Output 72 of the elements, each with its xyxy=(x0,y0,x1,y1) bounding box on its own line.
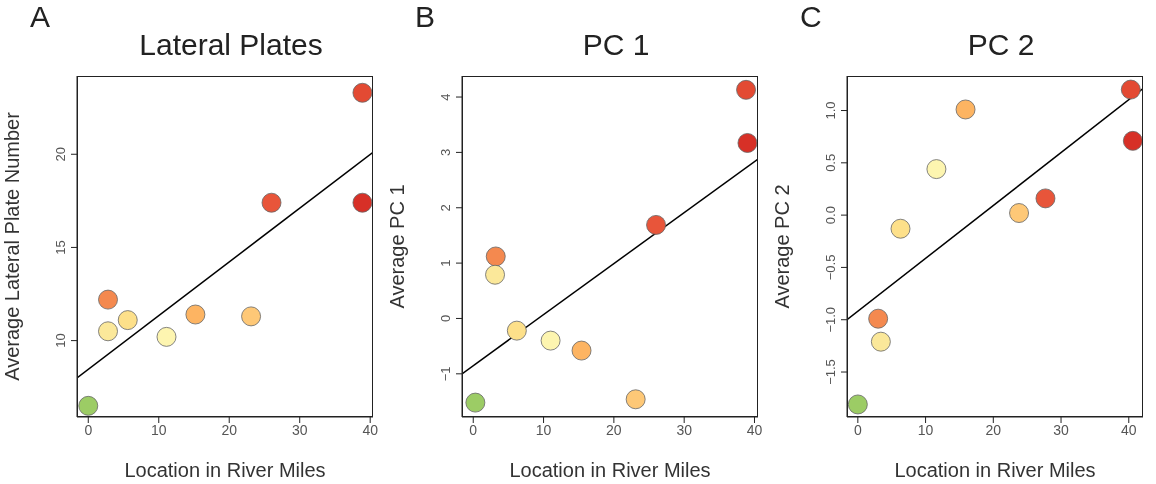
point xyxy=(241,306,261,327)
x-tick-label: 40 xyxy=(746,421,763,438)
y-tick-label: −1.0 xyxy=(823,306,838,333)
y-tick-label: −1.5 xyxy=(823,359,838,385)
point xyxy=(506,320,527,341)
point xyxy=(737,133,758,153)
x-axis-title: Location in River Miles xyxy=(124,459,326,481)
y-axis-title: Average PC 1 xyxy=(386,184,409,309)
x-tick-label: 20 xyxy=(985,421,1002,438)
y-tick-label: −0.5 xyxy=(823,254,838,281)
point xyxy=(98,289,118,310)
y-tick-label: 0.0 xyxy=(823,206,838,225)
point xyxy=(736,79,756,100)
point xyxy=(1035,188,1056,209)
point xyxy=(261,192,282,213)
x-tick-label: 0 xyxy=(853,421,862,438)
x-tick-label: 40 xyxy=(1120,421,1137,438)
point xyxy=(485,246,506,267)
x-tick-label: 10 xyxy=(535,421,552,438)
point xyxy=(955,99,976,120)
chart-title: PC 2 xyxy=(966,28,1036,62)
point xyxy=(98,321,118,342)
y-tick-label: 3 xyxy=(438,148,453,157)
point xyxy=(185,304,206,325)
point xyxy=(1122,130,1143,151)
y-tick-label: 4 xyxy=(438,93,453,101)
y-axis-title: Average PC 2 xyxy=(771,184,794,309)
y-axis-title: Average Lateral Plate Number xyxy=(1,111,24,381)
y-tick-label: −1 xyxy=(438,366,453,382)
y-tick-label: 1.0 xyxy=(823,101,838,120)
x-tick-label: 30 xyxy=(676,421,693,438)
x-tick-label: 10 xyxy=(150,421,167,438)
y-tick-label: 20 xyxy=(53,147,68,162)
y-tick-label: 10 xyxy=(53,333,68,348)
y-tick-label: 0.5 xyxy=(823,153,838,172)
point xyxy=(870,331,891,352)
y-tick-label: 0 xyxy=(438,314,453,323)
text: B xyxy=(415,0,436,33)
point xyxy=(156,326,177,347)
point xyxy=(465,392,486,413)
point xyxy=(646,215,666,235)
y-tick-label: 15 xyxy=(53,240,68,255)
point xyxy=(625,389,646,410)
point xyxy=(485,264,505,285)
chart-title: Lateral Plates xyxy=(138,28,324,62)
x-axis-title: Location in River Miles xyxy=(894,459,1096,481)
x-tick-label: 40 xyxy=(362,421,379,438)
text: A xyxy=(30,0,51,33)
point xyxy=(1009,203,1029,223)
point xyxy=(352,192,373,213)
point xyxy=(352,82,373,103)
x-tick-label: 0 xyxy=(84,421,93,438)
point xyxy=(868,308,889,329)
point xyxy=(890,218,911,239)
point xyxy=(571,340,592,361)
point xyxy=(78,395,99,416)
x-tick-label: 30 xyxy=(1053,421,1070,438)
y-tick-label: 1 xyxy=(438,259,453,267)
text: C xyxy=(800,0,822,33)
point xyxy=(926,159,947,179)
chart-title: PC 1 xyxy=(581,28,651,62)
point xyxy=(1120,79,1141,100)
x-axis-title: Location in River Miles xyxy=(509,459,711,481)
x-tick-label: 10 xyxy=(917,421,934,438)
x-tick-label: 0 xyxy=(469,421,478,438)
y-tick-label: 2 xyxy=(438,204,453,212)
x-tick-label: 20 xyxy=(221,421,238,438)
x-tick-label: 20 xyxy=(606,421,622,438)
point xyxy=(540,330,561,351)
point xyxy=(847,394,868,415)
point xyxy=(117,310,138,330)
x-tick-label: 30 xyxy=(291,421,308,438)
